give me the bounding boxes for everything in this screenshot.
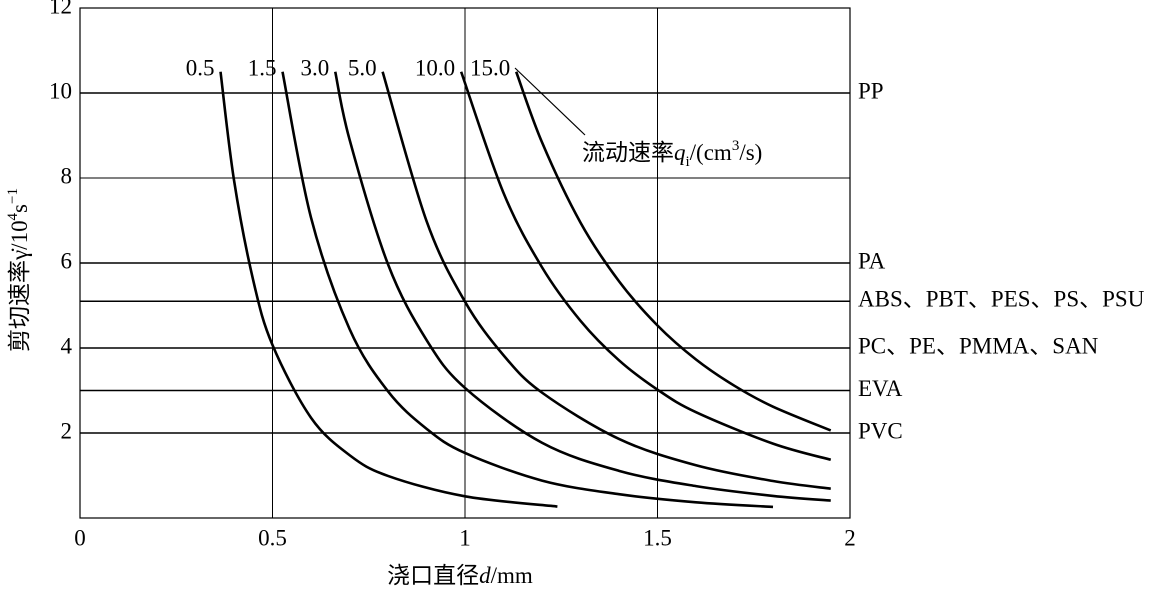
y-tick-label: 6 bbox=[61, 248, 73, 273]
series-line bbox=[459, 71, 832, 462]
series-line bbox=[333, 71, 831, 502]
x-label-text: 浇口直径 bbox=[387, 563, 479, 588]
y-tick-label: 2 bbox=[61, 418, 73, 443]
y-tick-label: 10 bbox=[49, 78, 72, 103]
series-line bbox=[381, 71, 831, 490]
y-axis-label: 剪切速率γ̇/104s−1 bbox=[5, 188, 32, 352]
series-line bbox=[219, 71, 558, 508]
y-tick-label: 4 bbox=[61, 333, 73, 358]
x-tick-label: 2 bbox=[844, 525, 856, 550]
x-tick-label: 1.5 bbox=[643, 525, 672, 550]
reference-label: PC、PE、PMMA、SAN bbox=[858, 333, 1099, 358]
reference-label: ABS、PBT、PES、PS、PSU bbox=[858, 287, 1145, 312]
series-line bbox=[281, 71, 774, 509]
x-label-var: d bbox=[479, 563, 491, 588]
reference-label: EVA bbox=[858, 376, 903, 401]
y-label-sup: −1 bbox=[5, 188, 21, 204]
series-label: 5.0 bbox=[348, 55, 377, 80]
x-tick-label: 0 bbox=[74, 525, 86, 550]
series-label: 10.0 bbox=[415, 55, 455, 80]
x-tick-label: 1 bbox=[459, 525, 471, 550]
annotation: 流动速率qi/(cm3/s) bbox=[582, 138, 762, 170]
x-label-unit: /mm bbox=[491, 563, 533, 588]
x-axis-label: 浇口直径d/mm bbox=[387, 563, 533, 588]
series-label: 3.0 bbox=[301, 55, 330, 80]
reference-label: PP bbox=[858, 78, 884, 103]
annotation-leader bbox=[514, 67, 586, 136]
reference-label: PA bbox=[858, 248, 886, 273]
y-label-mid: s bbox=[7, 204, 32, 213]
series-label: 1.5 bbox=[248, 55, 277, 80]
annotation-var: q bbox=[674, 140, 686, 165]
annotation-unit: /s) bbox=[739, 140, 762, 165]
reference-label: PVC bbox=[858, 418, 903, 443]
annotation-text: 流动速率 bbox=[582, 140, 674, 165]
y-label-text: 剪切速率γ̇/10 bbox=[7, 220, 32, 352]
series-label: 15.0 bbox=[470, 55, 510, 80]
series-label: 0.5 bbox=[186, 55, 215, 80]
x-tick-label: 0.5 bbox=[258, 525, 287, 550]
annotation-sup: 3 bbox=[732, 138, 740, 154]
annotation-unit: /(cm bbox=[690, 140, 732, 165]
annotation-sub: i bbox=[686, 154, 690, 170]
y-tick-label: 12 bbox=[49, 0, 72, 18]
y-tick-label: 8 bbox=[61, 163, 73, 188]
y-label-sup: 4 bbox=[5, 212, 21, 220]
series-line bbox=[514, 71, 832, 432]
